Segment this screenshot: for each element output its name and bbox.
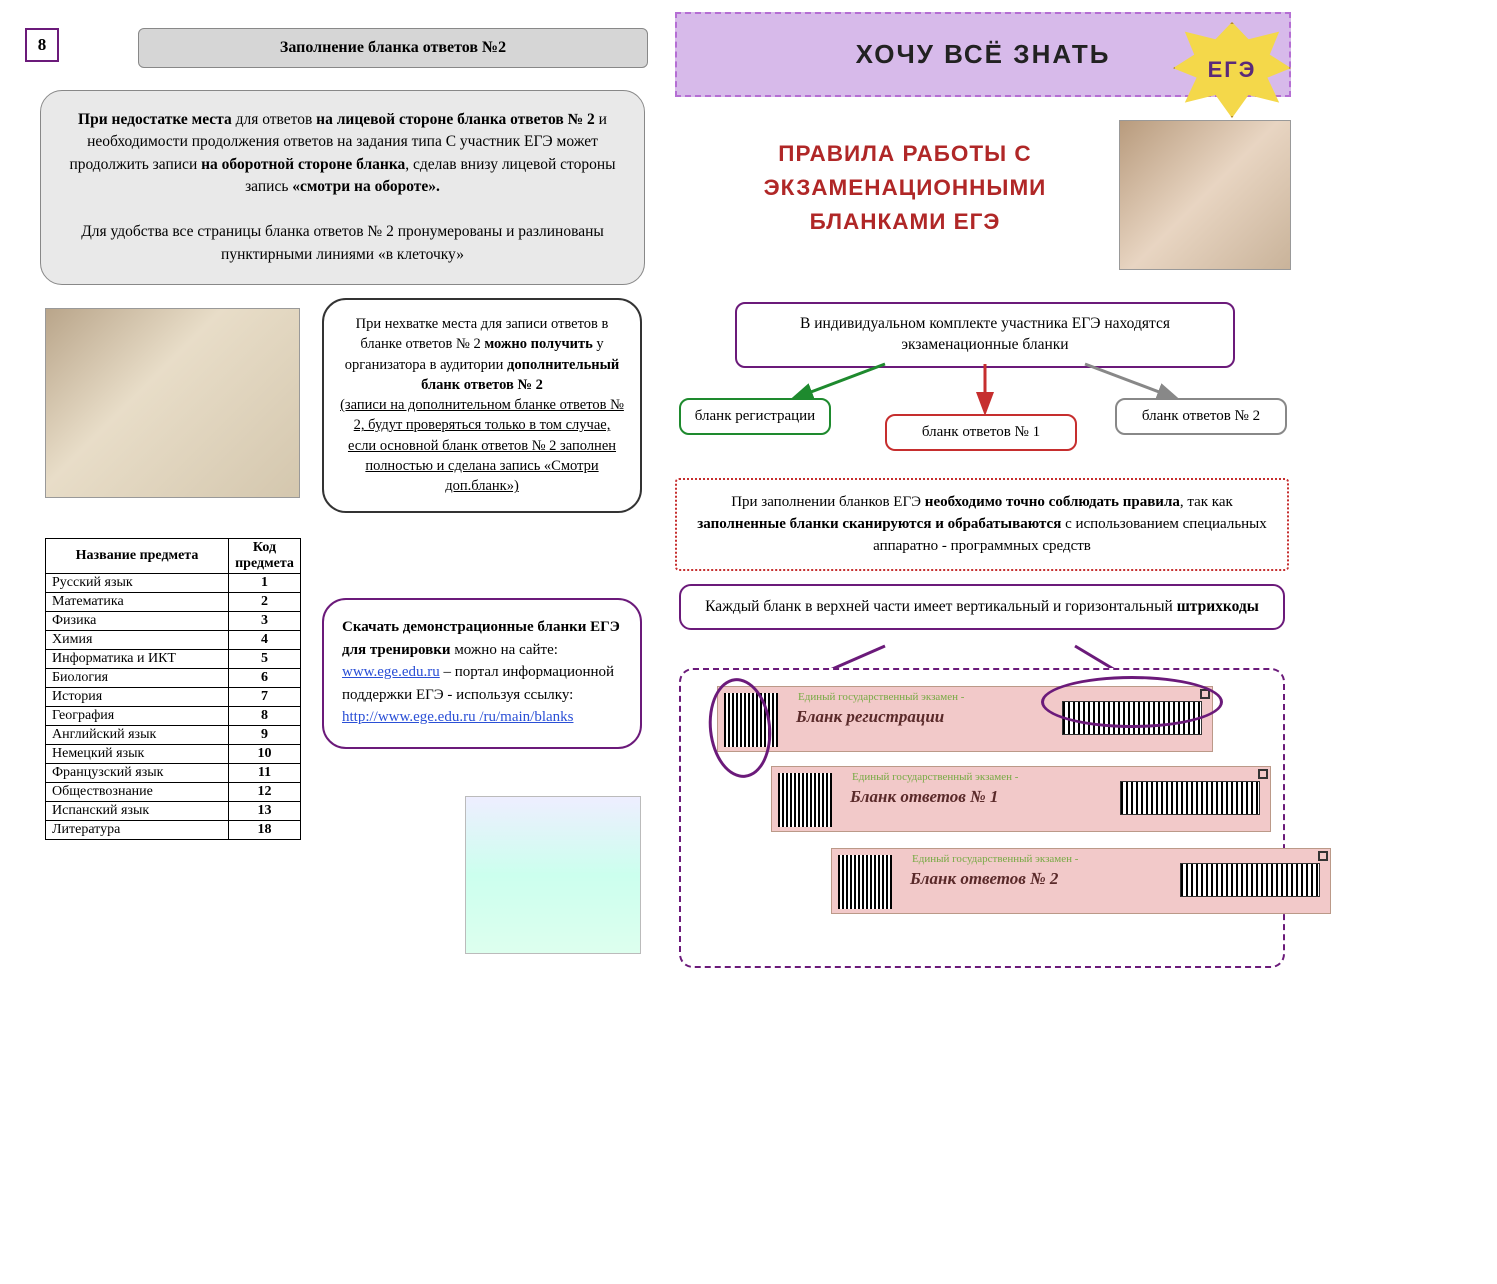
table-row: Физика3 [46,612,301,631]
left-title: Заполнение бланка ответов №2 [138,28,648,68]
cell-subject: Литература [46,821,229,840]
cell-code: 11 [229,764,301,783]
form-header: Единый государственный экзамен - [912,853,1078,865]
form-header: Единый государственный экзамен - [798,691,964,703]
marker-square-icon [1318,851,1328,861]
form-header: Единый государственный экзамен - [852,771,1018,783]
form-name: Бланк ответов № 1 [850,787,998,807]
table-row: Биология6 [46,669,301,688]
col-code: Код предмета [229,539,301,574]
cell-code: 5 [229,650,301,669]
table-row: Французский язык11 [46,764,301,783]
rules-box: При заполнении бланков ЕГЭ необходимо то… [675,478,1289,571]
barcode-horizontal-icon [1120,781,1260,815]
right-column: ХОЧУ ВСЁ ЗНАТЬ ЕГЭ ПРАВИЛА РАБОТЫ С ЭКЗА… [675,12,1295,97]
cell-subject: Математика [46,593,229,612]
table-row: Русский язык1 [46,574,301,593]
cell-subject: Физика [46,612,229,631]
cell-subject: Испанский язык [46,802,229,821]
cell-subject: Химия [46,631,229,650]
cell-subject: Французский язык [46,764,229,783]
photo-hand-writing [45,308,300,498]
cell-code: 10 [229,745,301,764]
marker-square-icon [1258,769,1268,779]
cell-code: 7 [229,688,301,707]
flow-top-box: В индивидуальном комплекте участника ЕГЭ… [735,302,1235,368]
cell-code: 18 [229,821,301,840]
barcode-vertical-icon [778,773,832,827]
cell-code: 13 [229,802,301,821]
subject-code-table: Название предмета Код предмета Русский я… [45,538,301,840]
table-row: География8 [46,707,301,726]
cell-subject: Биология [46,669,229,688]
cell-subject: Английский язык [46,726,229,745]
form-card-answers2: Единый государственный экзамен - Бланк о… [831,848,1331,914]
cell-subject: Русский язык [46,574,229,593]
photo-woman-laptop [465,796,641,954]
table-row: Математика2 [46,593,301,612]
table-row: История7 [46,688,301,707]
cell-code: 4 [229,631,301,650]
cell-subject: География [46,707,229,726]
photo-exam-forms [1119,120,1291,270]
highlight-ellipse-horizontal [1041,676,1223,728]
table-row: Информатика и ИКТ5 [46,650,301,669]
download-box: Скачать демонстрационные бланки ЕГЭ для … [322,598,642,749]
banner: ХОЧУ ВСЁ ЗНАТЬ ЕГЭ [675,12,1291,97]
table-row: Литература18 [46,821,301,840]
table-row: Английский язык9 [46,726,301,745]
barcode-horizontal-icon [1180,863,1320,897]
cell-code: 2 [229,593,301,612]
flow-box-answers2: бланк ответов № 2 [1115,398,1287,435]
flow-box-answers1: бланк ответов № 1 [885,414,1077,451]
cell-code: 8 [229,707,301,726]
barcode-panel: Единый государственный экзамен - Бланк р… [679,668,1285,968]
cell-code: 12 [229,783,301,802]
cell-subject: Обществознание [46,783,229,802]
info-box-extra-blank: При нехватке места для записи ответов в … [322,298,642,513]
form-name: Бланк ответов № 2 [910,869,1058,889]
cell-code: 9 [229,726,301,745]
banner-text: ХОЧУ ВСЁ ЗНАТЬ [856,39,1111,70]
table-row: Обществознание12 [46,783,301,802]
cell-subject: История [46,688,229,707]
star-badge: ЕГЭ [1171,20,1293,120]
cell-code: 1 [229,574,301,593]
cell-subject: Информатика и ИКТ [46,650,229,669]
cell-code: 3 [229,612,301,631]
barcode-vertical-icon [838,855,892,909]
page-number: 8 [25,28,59,62]
table-row: Химия4 [46,631,301,650]
form-card-answers1: Единый государственный экзамен - Бланк о… [771,766,1271,832]
badge-label: ЕГЭ [1173,22,1291,118]
barcode-title-box: Каждый бланк в верхней части имеет верти… [679,584,1285,630]
info-box-overflow: При недостатке места для ответов на лице… [40,90,645,285]
cell-code: 6 [229,669,301,688]
main-title: ПРАВИЛА РАБОТЫ С ЭКЗАМЕНАЦИОННЫМИ БЛАНКА… [705,137,1105,238]
cell-subject: Немецкий язык [46,745,229,764]
table-row: Немецкий язык10 [46,745,301,764]
flow-box-registration: бланк регистрации [679,398,831,435]
col-subject: Название предмета [46,539,229,574]
table-row: Испанский язык13 [46,802,301,821]
form-name: Бланк регистрации [796,707,944,727]
